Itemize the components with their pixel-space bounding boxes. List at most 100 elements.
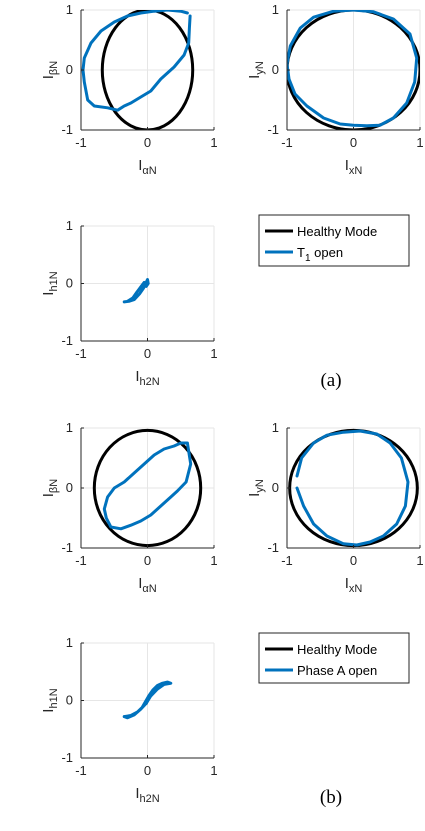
- y-tick-label: 0: [66, 480, 73, 495]
- x-axis-label: IxN: [345, 157, 363, 177]
- healthy-trajectory: [100, 10, 195, 130]
- x-axis-label: IαN: [138, 157, 157, 177]
- legend-label-fault-sub: 1: [305, 253, 311, 264]
- y-axis-label-sub: yN: [254, 61, 266, 75]
- fault-trajectory: [287, 10, 419, 128]
- legend-label-fault: T1 open: [297, 245, 343, 264]
- x-axis-label-base: I: [345, 157, 349, 174]
- y-tick-label: 1: [66, 635, 73, 650]
- y-tick-label: -1: [61, 333, 73, 348]
- y-axis-label-sub: yN: [254, 479, 266, 493]
- data-layer: [122, 680, 173, 720]
- data-layer: [81, 10, 195, 130]
- y-tick-label: 1: [66, 2, 73, 17]
- y-axis-label-base: I: [246, 493, 263, 497]
- x-axis-label-sub: αN: [142, 583, 156, 595]
- y-tick-label: 0: [272, 62, 279, 77]
- x-tick-label: -1: [281, 135, 293, 150]
- x-tick-label: -1: [75, 553, 87, 568]
- y-tick-label: -1: [61, 750, 73, 765]
- x-tick-label: -1: [75, 346, 87, 361]
- x-tick-label: 1: [416, 553, 423, 568]
- fault-trajectory: [102, 441, 193, 531]
- y-axis-label-base: I: [40, 292, 57, 296]
- legend-box: [258, 632, 410, 684]
- data-layer: [287, 10, 420, 130]
- legend-label-fault: Phase A open: [297, 663, 377, 678]
- y-tick-label: -1: [267, 540, 279, 555]
- y-axis-label-sub: h1N: [48, 271, 60, 291]
- fault-trajectory: [81, 10, 192, 112]
- x-tick-label: -1: [281, 553, 293, 568]
- y-tick-label: 1: [66, 420, 73, 435]
- x-axis-label: Ih2N: [135, 368, 159, 388]
- x-tick-label: -1: [75, 763, 87, 778]
- y-axis-label: IβN: [40, 479, 60, 497]
- legend-label-fault-base: Phase A open: [297, 663, 377, 678]
- x-tick-label: -1: [75, 135, 87, 150]
- data-layer: [122, 278, 150, 304]
- y-tick-label: 1: [272, 420, 279, 435]
- y-tick-label: 0: [66, 693, 73, 708]
- x-axis-label-sub: h2N: [139, 793, 159, 805]
- y-axis-label: IyN: [246, 61, 266, 79]
- legend-box: [258, 214, 410, 267]
- y-axis-label: Ih1N: [40, 271, 60, 295]
- x-tick-label: 1: [210, 135, 217, 150]
- x-axis-label: IxN: [345, 575, 363, 595]
- y-tick-label: 1: [66, 218, 73, 233]
- x-tick-label: 0: [144, 135, 151, 150]
- y-axis-label-sub: βN: [48, 479, 60, 493]
- x-axis-label-sub: h2N: [139, 376, 159, 388]
- legend-label-fault-base: T: [297, 245, 305, 260]
- legend-label-fault-rest: open: [311, 245, 344, 260]
- y-axis-label-base: I: [40, 709, 57, 713]
- x-axis-label-sub: xN: [349, 165, 363, 177]
- y-tick-label: -1: [61, 122, 73, 137]
- x-axis-label-sub: xN: [349, 583, 363, 595]
- x-axis-label-base: I: [135, 785, 139, 802]
- y-axis-label-base: I: [246, 75, 263, 79]
- x-tick-label: 0: [144, 763, 151, 778]
- x-tick-label: 1: [210, 763, 217, 778]
- x-tick-label: 1: [210, 553, 217, 568]
- panel-label: (a): [320, 370, 341, 391]
- fault-trajectory: [122, 680, 173, 720]
- y-tick-label: 0: [66, 276, 73, 291]
- x-tick-label: 1: [210, 346, 217, 361]
- y-axis-label: IβN: [40, 61, 60, 79]
- x-axis-label-base: I: [135, 368, 139, 385]
- panel-label: (b): [320, 787, 342, 808]
- legend-1: Healthy Mode T1 open: [258, 214, 410, 267]
- y-axis-label: IyN: [246, 479, 266, 497]
- legend-label-healthy: Healthy Mode: [297, 642, 377, 657]
- x-tick-label: 0: [350, 135, 357, 150]
- fault-trajectory: [295, 429, 410, 547]
- x-tick-label: 1: [416, 135, 423, 150]
- x-axis-label: IαN: [138, 575, 157, 595]
- x-axis-label-sub: αN: [142, 165, 156, 177]
- y-axis-label-base: I: [40, 75, 57, 79]
- x-axis-label-base: I: [138, 575, 142, 592]
- y-tick-label: 0: [272, 480, 279, 495]
- legend-label-healthy: Healthy Mode: [297, 224, 377, 239]
- x-axis-label-base: I: [345, 575, 349, 592]
- y-axis-label: Ih1N: [40, 688, 60, 712]
- y-tick-label: -1: [267, 122, 279, 137]
- x-tick-label: 0: [350, 553, 357, 568]
- x-tick-label: 0: [144, 553, 151, 568]
- x-axis-label-base: I: [138, 157, 142, 174]
- y-tick-label: 1: [272, 2, 279, 17]
- y-axis-label-sub: h1N: [48, 688, 60, 708]
- x-tick-label: 0: [144, 346, 151, 361]
- legend-2: Healthy Mode Phase A open: [258, 632, 410, 684]
- y-axis-label-sub: βN: [48, 61, 60, 75]
- fault-trajectory: [122, 278, 150, 304]
